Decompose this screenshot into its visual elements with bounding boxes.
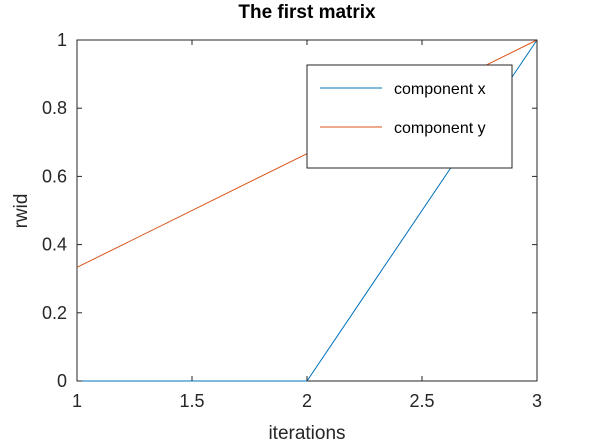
y-tick-label: 0.8 — [42, 98, 67, 118]
x-tick-label: 1 — [72, 391, 82, 411]
x-tick-label: 1.5 — [179, 391, 204, 411]
x-tick-label: 2.5 — [409, 391, 434, 411]
y-tick-label: 0.6 — [42, 166, 67, 186]
legend-label-2: component y — [394, 120, 486, 137]
legend: component x component y — [306, 64, 513, 169]
y-tick-label: 0.2 — [42, 303, 67, 323]
legend-label-1: component x — [394, 81, 486, 98]
y-axis-label: rwid — [11, 194, 32, 229]
y-tick-label: 0.4 — [42, 235, 67, 255]
x-axis-label: iterations — [268, 423, 345, 440]
y-tick-label: 1 — [57, 30, 67, 50]
x-tick-label: 3 — [532, 391, 542, 411]
y-tick-label: 0 — [57, 371, 67, 391]
legend-box — [306, 64, 513, 169]
x-tick-label: 2 — [302, 391, 312, 411]
chart-title: The first matrix — [238, 2, 376, 23]
